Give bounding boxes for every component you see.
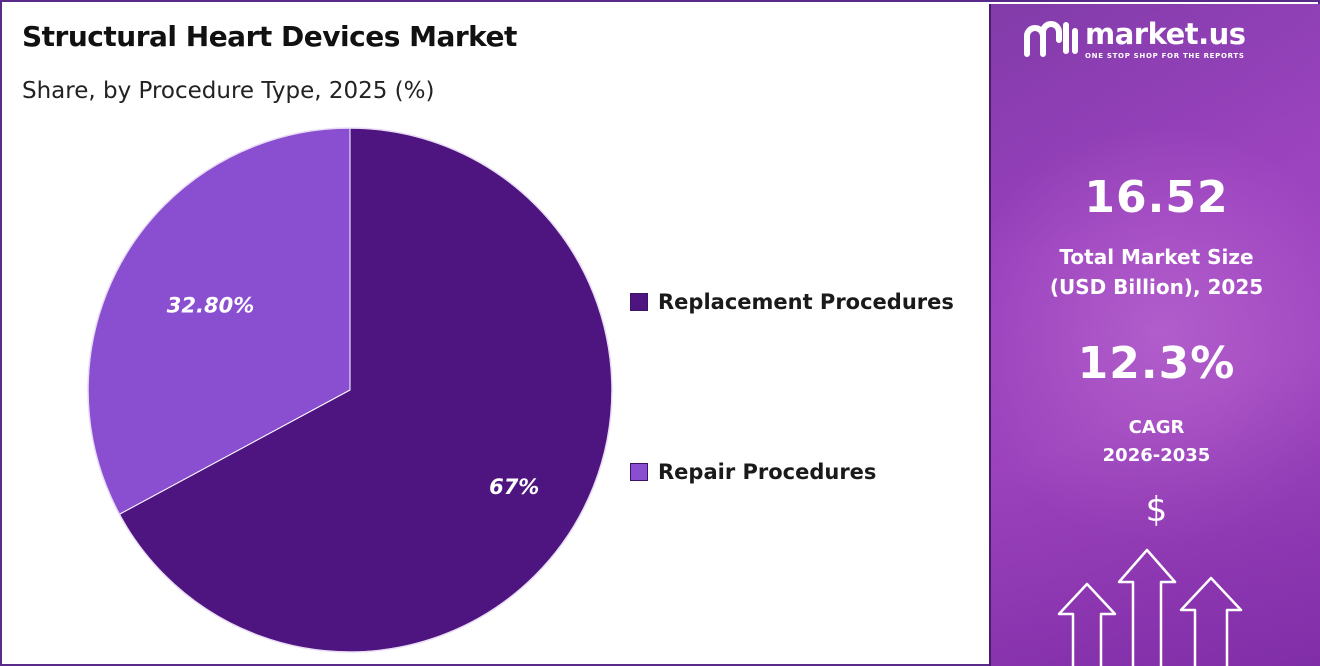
cagr-period: 2026-2035 <box>1102 445 1211 466</box>
cagr-label: CAGR <box>1128 417 1185 438</box>
legend-swatch-replacement <box>630 293 648 311</box>
brand-logo: market.us ONE STOP SHOP FOR THE REPORTS <box>1023 18 1246 60</box>
background-haze <box>991 4 1320 666</box>
pie-chart: 67% 32.80% <box>87 127 613 653</box>
market-size-value: 16.52 <box>1084 172 1229 223</box>
data-label-replacement-procedures: 67% <box>489 475 539 499</box>
growth-arrows-icon <box>1057 548 1243 666</box>
dollar-icon: $ <box>1145 490 1168 530</box>
market-size-label-line2: (USD Billion), 2025 <box>1049 275 1264 299</box>
market-size-label-line1: Total Market Size <box>1059 245 1254 269</box>
chart-panel: Structural Heart Devices Market Share, b… <box>4 4 988 666</box>
legend-item-replacement: Replacement Procedures <box>630 290 954 314</box>
legend-item-repair: Repair Procedures <box>630 460 876 484</box>
data-label-repair-procedures: 32.80% <box>167 294 254 318</box>
chart-subtitle: Share, by Procedure Type, 2025 (%) <box>22 78 435 104</box>
brand-name: market.us <box>1085 17 1246 51</box>
summary-panel: market.us ONE STOP SHOP FOR THE REPORTS … <box>989 4 1320 666</box>
pie-outline <box>87 127 613 653</box>
chart-title: Structural Heart Devices Market <box>22 20 517 53</box>
cagr-value: 12.3% <box>1077 338 1236 389</box>
brand-tagline: ONE STOP SHOP FOR THE REPORTS <box>1085 52 1245 60</box>
legend-label-replacement: Replacement Procedures <box>658 290 954 314</box>
logo-icon <box>1024 21 1078 57</box>
legend-swatch-repair <box>630 463 648 481</box>
background-glow <box>991 124 1320 544</box>
legend-label-repair: Repair Procedures <box>658 460 877 484</box>
